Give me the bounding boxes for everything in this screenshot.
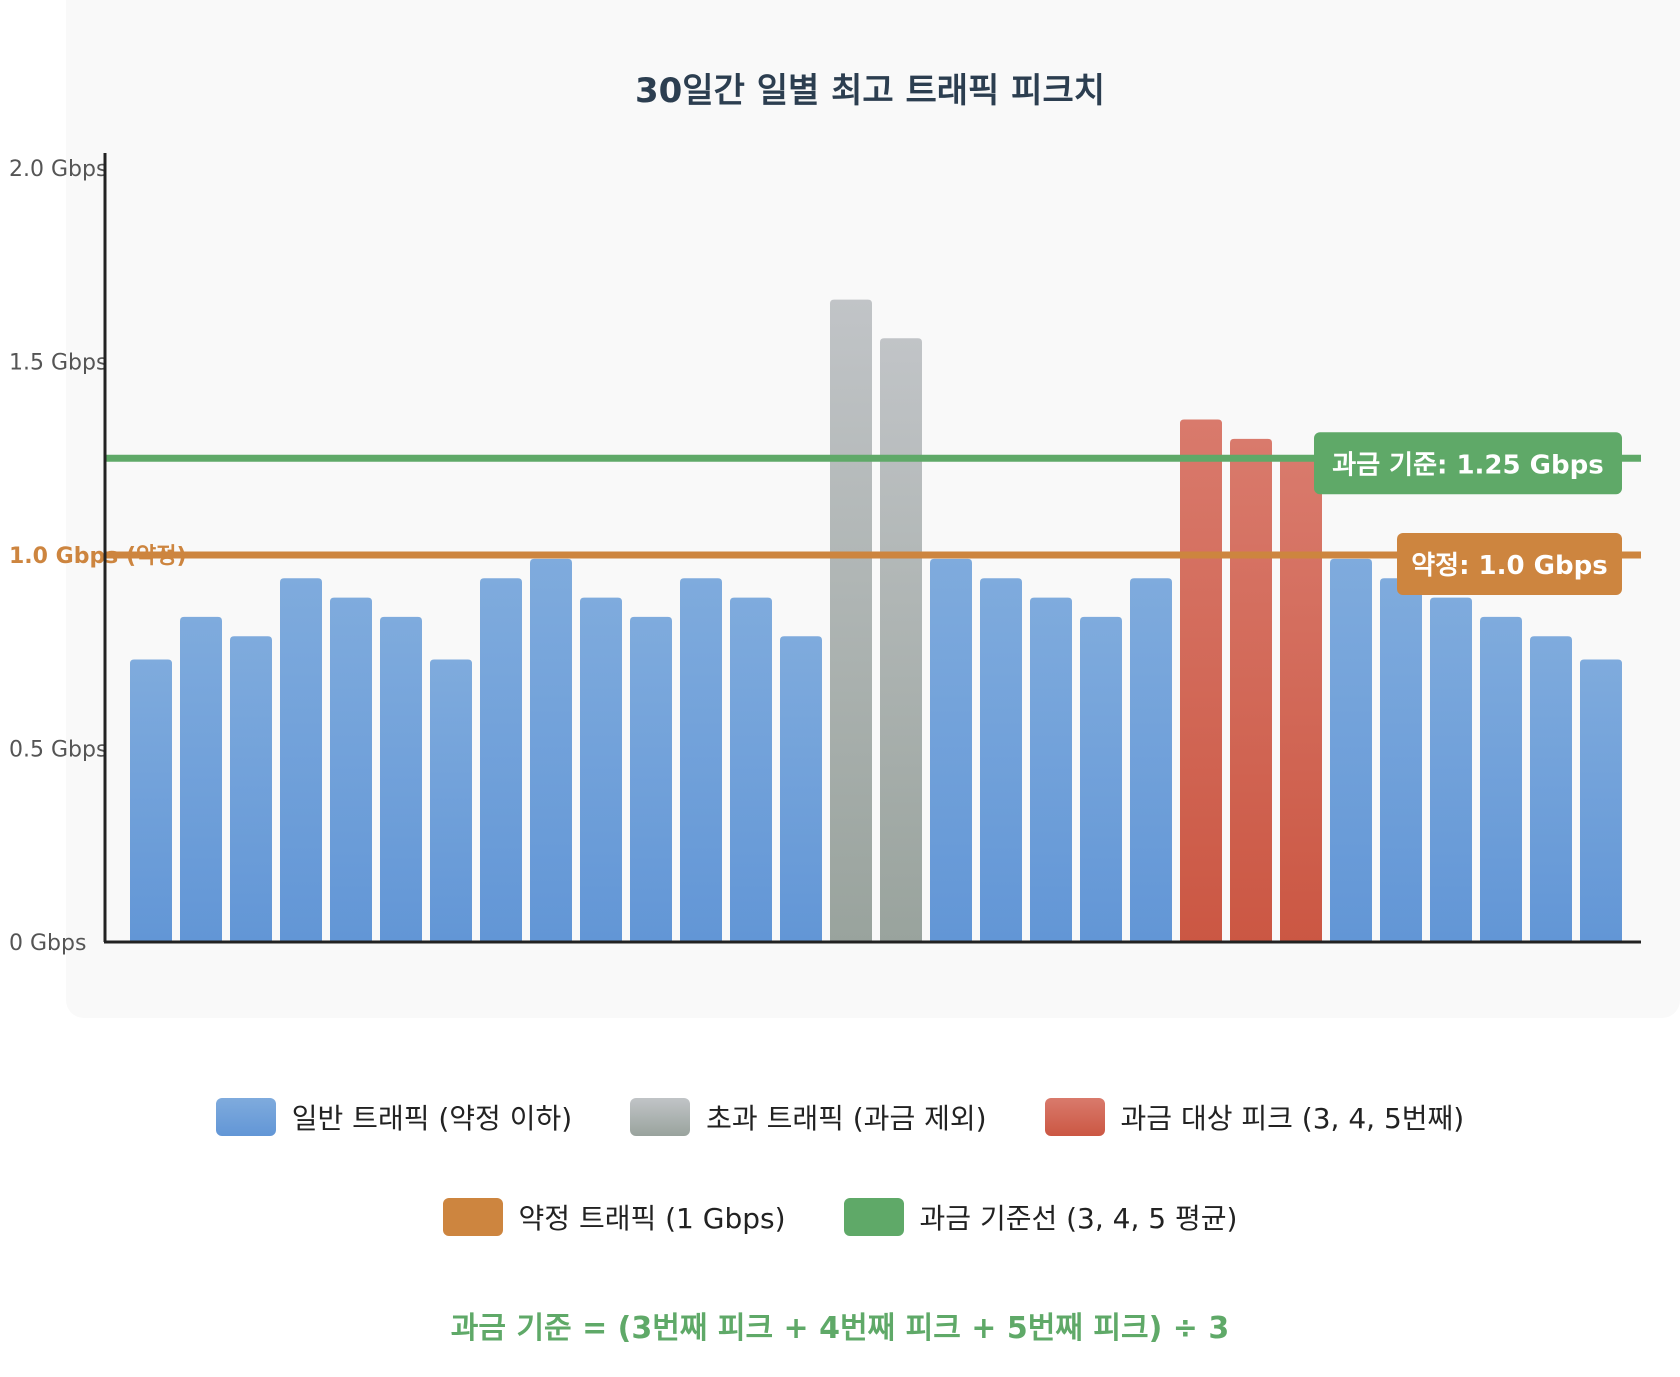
bar-day-2 [180, 616, 222, 942]
bar-day-15 [830, 299, 872, 943]
legend-swatch-commit [442, 1198, 503, 1236]
bar-day-29 [1530, 636, 1572, 942]
commit-label-box [1397, 533, 1622, 595]
legend-item-excluded: 초과 트래픽 (과금 제외) [630, 1097, 987, 1137]
chart-title: 30일간 일별 최고 트래픽 피크치 [635, 71, 1105, 111]
y-tick-label-3: 1.5 Gbps [9, 351, 107, 376]
legend-swatch-normal [215, 1098, 276, 1136]
bar-day-11 [630, 616, 672, 942]
legend-row-1: 일반 트래픽 (약정 이하) 초과 트래픽 (과금 제외) 과금 대상 피크 (… [0, 1097, 1680, 1137]
legend-label-normal: 일반 트래픽 (약정 이하) [291, 1102, 573, 1135]
bar-day-24 [1280, 458, 1322, 942]
bar-day-22 [1180, 419, 1222, 942]
bar-day-14 [780, 636, 822, 942]
bar-day-17 [930, 558, 972, 942]
bar-day-13 [730, 597, 772, 942]
y-tick-label-4: 2.0 Gbps [9, 157, 107, 182]
legend-item-billed: 과금 대상 피크 (3, 4, 5번째) [1044, 1097, 1465, 1137]
legend-row-2: 약정 트래픽 (1 Gbps) 과금 기준선 (3, 4, 5 평균) [0, 1197, 1680, 1237]
bar-day-18 [980, 578, 1022, 942]
legend-item-billing-line: 과금 기준선 (3, 4, 5 평균) [843, 1197, 1238, 1237]
legend-item-normal: 일반 트래픽 (약정 이하) [215, 1097, 573, 1137]
legend-swatch-billed [1044, 1098, 1105, 1136]
bar-day-12 [680, 578, 722, 942]
legend-swatch-billing-line [843, 1198, 904, 1236]
legend-item-commit: 약정 트래픽 (1 Gbps) [442, 1197, 786, 1237]
bar-day-3 [230, 636, 272, 942]
bar-day-23 [1230, 438, 1272, 942]
legend-label-commit: 약정 트래픽 (1 Gbps) [518, 1202, 786, 1235]
bar-day-7 [430, 659, 472, 942]
y-tick-label-0: 0 Gbps [9, 931, 86, 956]
bar-day-21 [1130, 578, 1172, 942]
billing-formula: 과금 기준 = (3번째 피크 + 4번째 피크 + 5번째 피크) ÷ 3 [450, 1311, 1230, 1346]
bar-day-19 [1030, 597, 1072, 942]
bar-day-5 [330, 597, 372, 942]
bar-day-9 [530, 558, 572, 942]
bar-day-26 [1380, 578, 1422, 942]
bar-day-4 [280, 578, 322, 942]
bars-group [130, 299, 1622, 943]
bar-day-16 [880, 338, 922, 942]
legend-label-billed: 과금 대상 피크 (3, 4, 5번째) [1120, 1102, 1465, 1135]
billing-label-box [1314, 432, 1622, 495]
commit-label-text: 약정: 1.0 Gbps [1411, 551, 1607, 581]
legend-swatch-excluded [630, 1098, 691, 1136]
bar-day-10 [580, 597, 622, 942]
bar-day-1 [130, 659, 172, 942]
bar-day-25 [1330, 558, 1372, 942]
legend-label-billing-line: 과금 기준선 (3, 4, 5 평균) [919, 1202, 1238, 1235]
billing-label-text: 과금 기준: 1.25 Gbps [1332, 450, 1603, 480]
bar-day-27 [1430, 597, 1472, 942]
bar-day-30 [1580, 659, 1622, 942]
bar-day-20 [1080, 616, 1122, 942]
y-tick-label-1: 0.5 Gbps [9, 738, 107, 763]
reference-lines: 약정: 1.0 Gbps 과금 기준: 1.25 Gbps [105, 432, 1641, 595]
bar-day-8 [480, 578, 522, 942]
bar-day-6 [380, 616, 422, 942]
bar-day-28 [1480, 616, 1522, 942]
legend-label-excluded: 초과 트래픽 (과금 제외) [706, 1102, 987, 1135]
